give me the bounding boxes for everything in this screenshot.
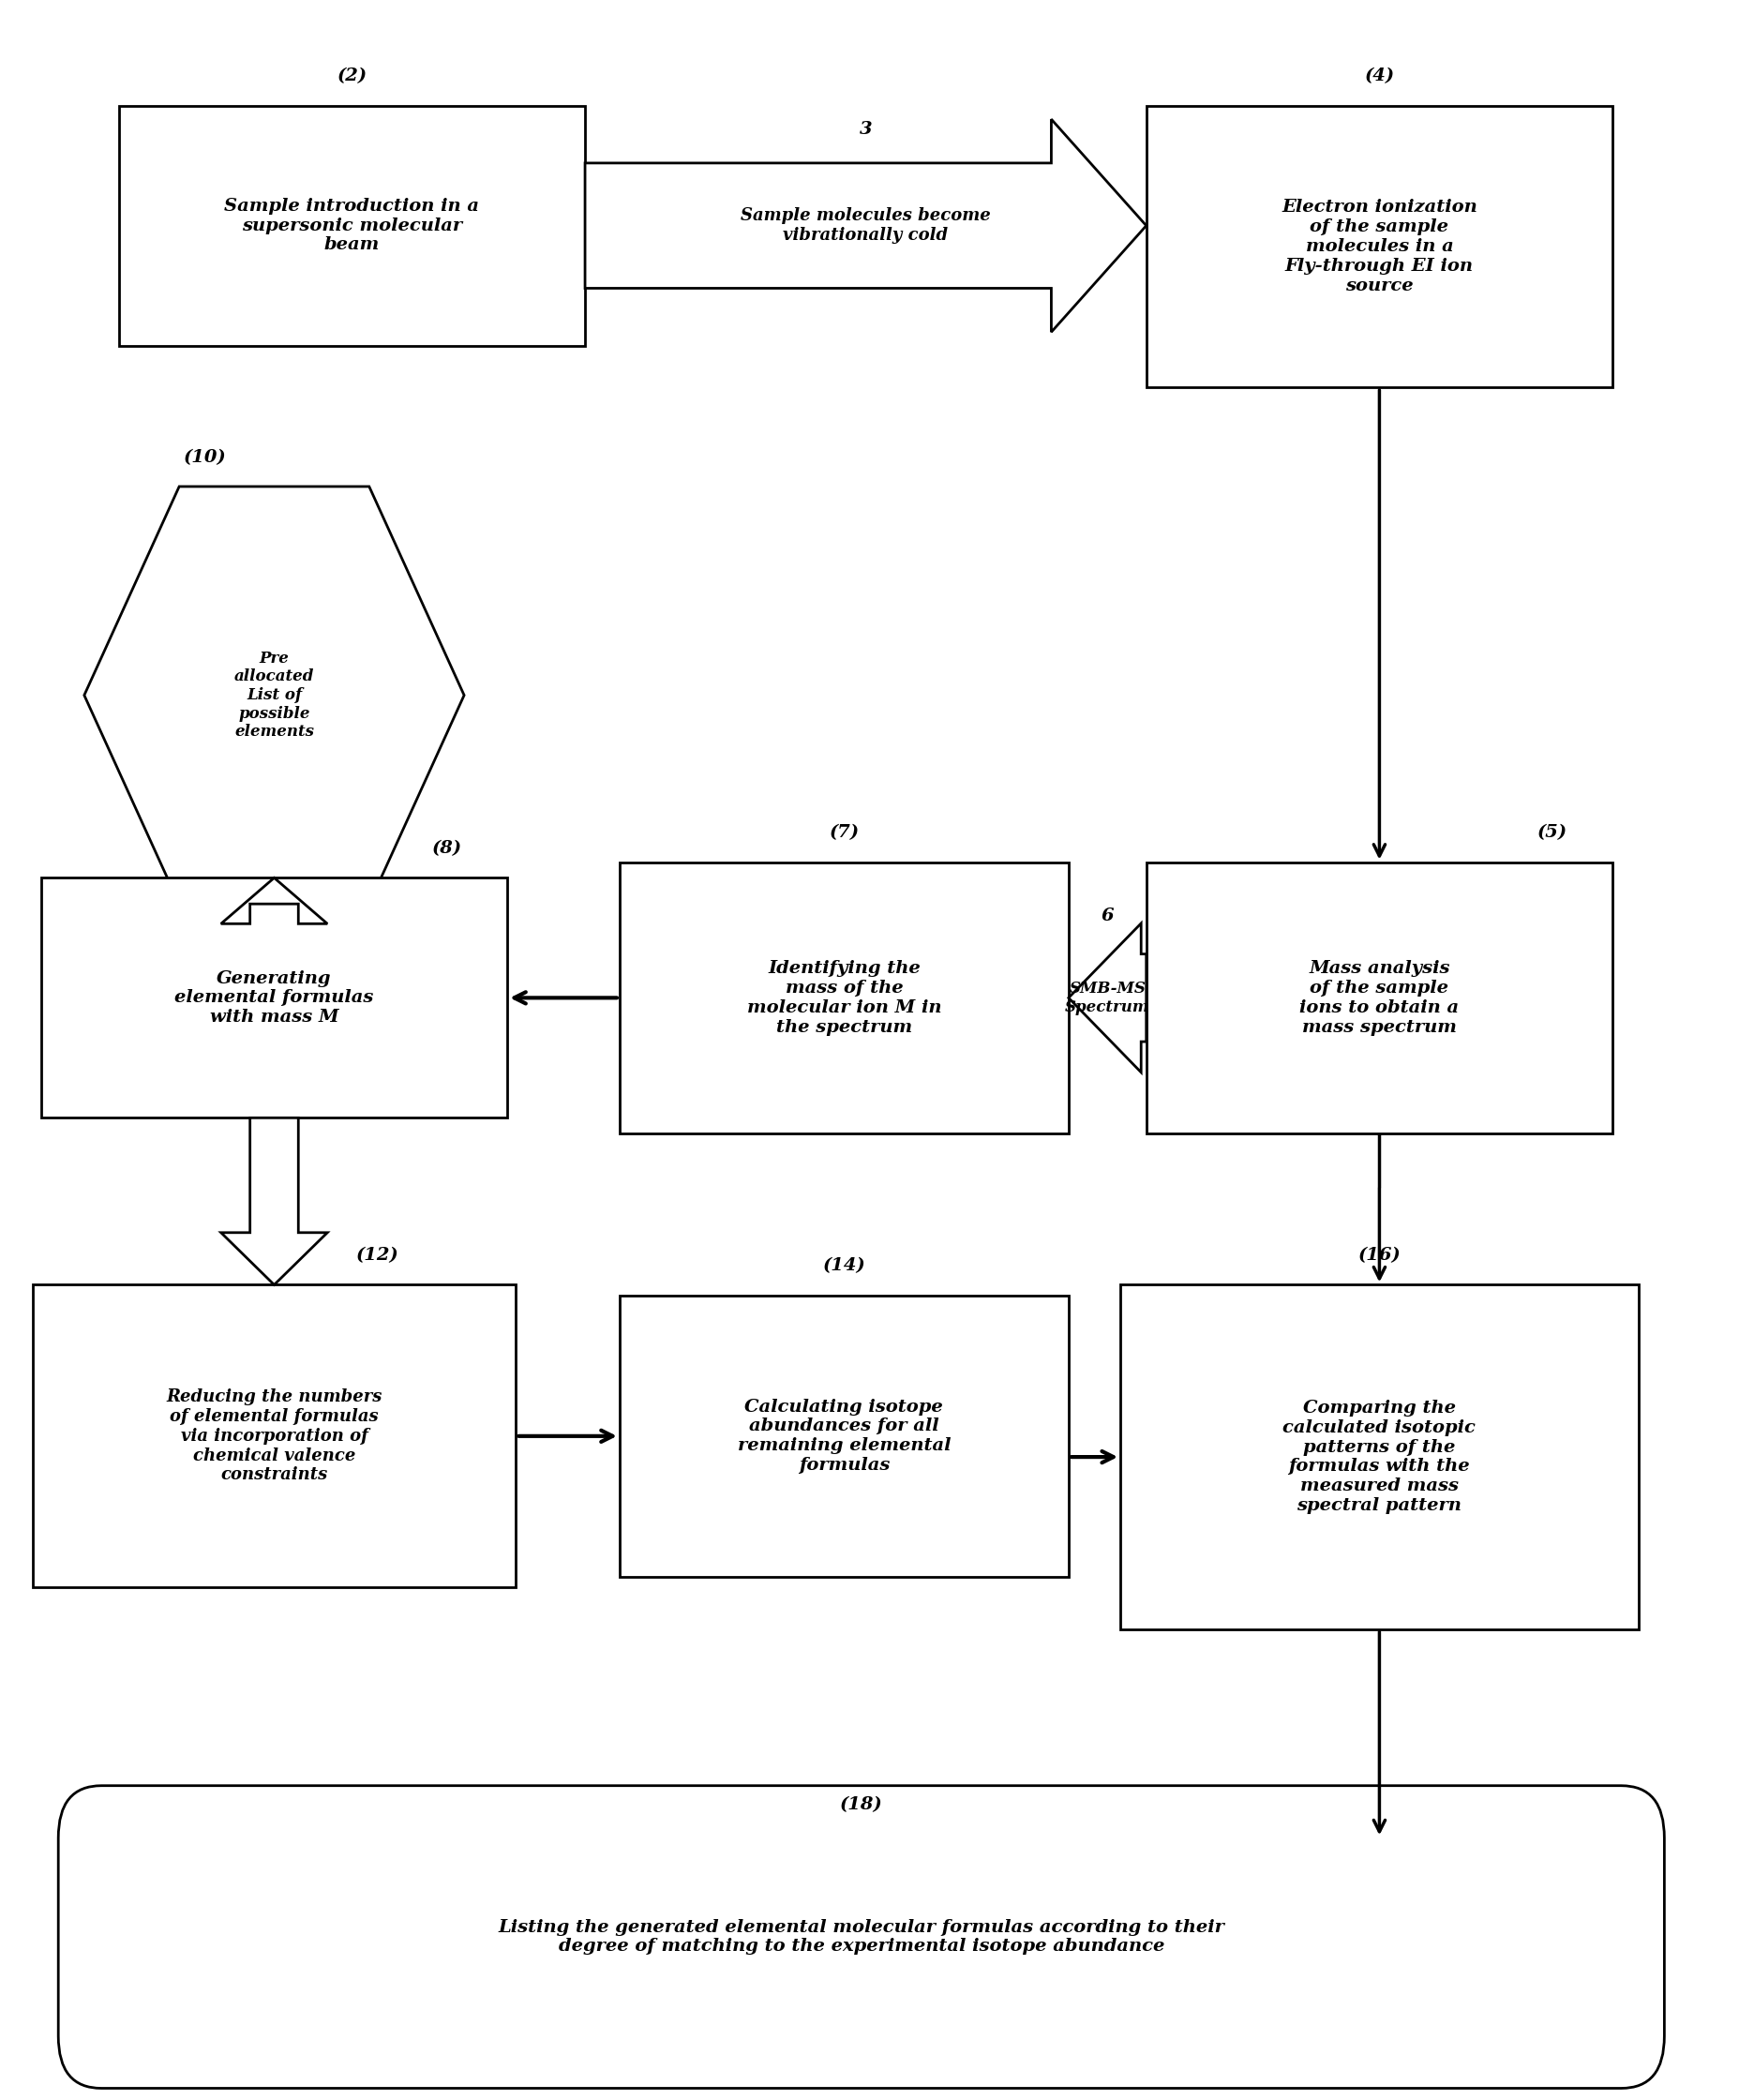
- FancyArrow shape: [1068, 924, 1146, 1073]
- Text: (10): (10): [184, 449, 226, 466]
- Text: 6: 6: [1101, 907, 1113, 924]
- FancyBboxPatch shape: [1146, 863, 1612, 1134]
- FancyArrow shape: [584, 120, 1146, 332]
- Text: (8): (8): [431, 840, 461, 857]
- Text: Reducing the numbers
of elemental formulas
via incorporation of
chemical valence: Reducing the numbers of elemental formul…: [167, 1388, 383, 1483]
- Polygon shape: [83, 487, 464, 903]
- Text: Mass analysis
of the sample
ions to obtain a
mass spectrum: Mass analysis of the sample ions to obta…: [1299, 960, 1459, 1035]
- Text: Calculating isotope
abundances for all
remaining elemental
formulas: Calculating isotope abundances for all r…: [737, 1399, 949, 1474]
- Text: (2): (2): [337, 67, 367, 84]
- FancyBboxPatch shape: [1120, 1285, 1638, 1630]
- Text: Electron ionization
of the sample
molecules in a
Fly-through EI ion
source: Electron ionization of the sample molecu…: [1282, 200, 1476, 294]
- Text: Comparing the
calculated isotopic
patterns of the
formulas with the
measured mas: Comparing the calculated isotopic patter…: [1282, 1401, 1475, 1514]
- FancyBboxPatch shape: [1146, 105, 1612, 386]
- Text: (5): (5): [1536, 825, 1567, 842]
- Text: (4): (4): [1363, 67, 1393, 84]
- Text: (16): (16): [1356, 1247, 1400, 1264]
- Text: Listing the generated elemental molecular formulas according to their
degree of : Listing the generated elemental molecula…: [497, 1919, 1224, 1955]
- Text: (18): (18): [840, 1796, 882, 1812]
- Text: (14): (14): [823, 1258, 864, 1275]
- Text: Sample molecules become
vibrationally cold: Sample molecules become vibrationally co…: [741, 208, 989, 244]
- Text: Sample introduction in a
supersonic molecular
beam: Sample introduction in a supersonic mole…: [224, 197, 480, 254]
- Text: Generating
elemental formulas
with mass M: Generating elemental formulas with mass …: [174, 970, 374, 1025]
- FancyArrow shape: [221, 1117, 327, 1285]
- FancyBboxPatch shape: [42, 878, 508, 1117]
- FancyArrow shape: [221, 878, 327, 924]
- FancyBboxPatch shape: [118, 105, 584, 346]
- Text: (12): (12): [356, 1247, 398, 1264]
- FancyBboxPatch shape: [619, 863, 1068, 1134]
- Text: Pre
allocated
List of
possible
elements: Pre allocated List of possible elements: [235, 651, 315, 739]
- Text: (7): (7): [828, 825, 859, 842]
- Text: Identifying the
mass of the
molecular ion M in
the spectrum: Identifying the mass of the molecular io…: [746, 960, 941, 1035]
- FancyBboxPatch shape: [619, 1296, 1068, 1577]
- FancyBboxPatch shape: [59, 1785, 1664, 2087]
- Text: SMB-MS
Spectrum: SMB-MS Spectrum: [1064, 981, 1149, 1014]
- Text: 3: 3: [859, 122, 871, 139]
- FancyBboxPatch shape: [33, 1285, 516, 1588]
